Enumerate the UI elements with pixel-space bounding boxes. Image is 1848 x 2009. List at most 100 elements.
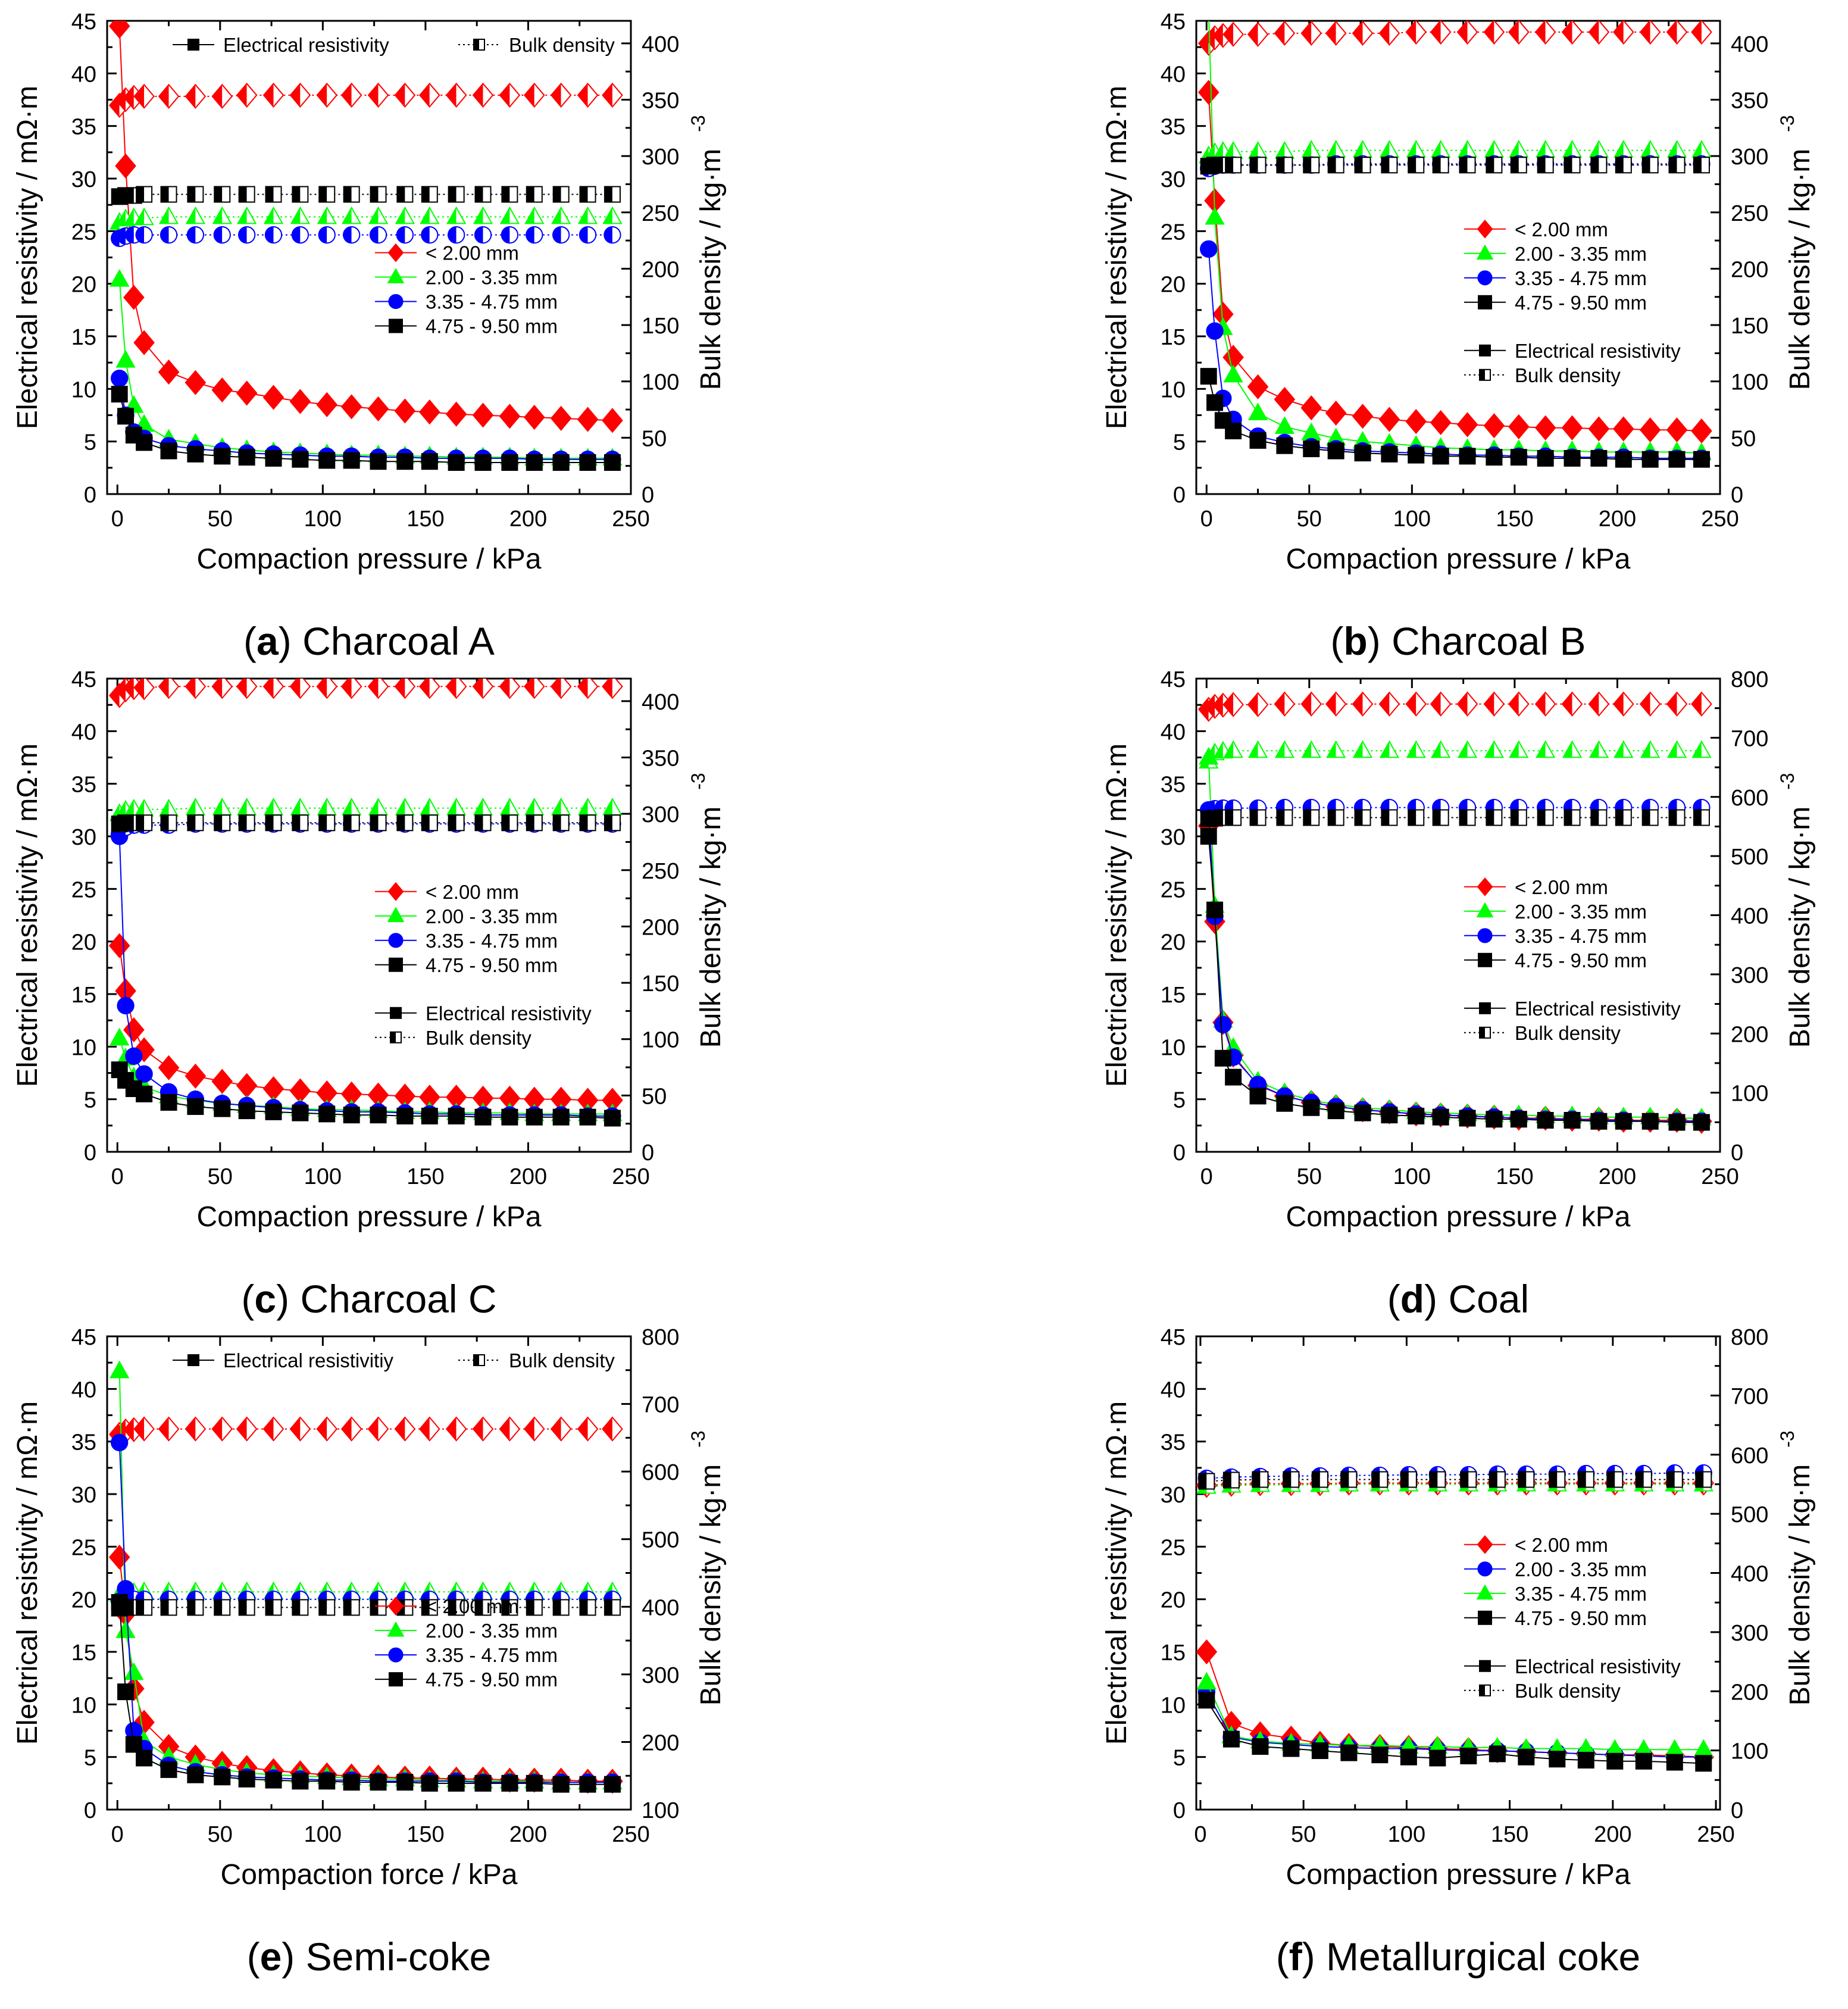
resistivity-point <box>1225 423 1242 439</box>
y-tick-label: 15 <box>1161 1641 1186 1666</box>
density-point <box>158 679 180 699</box>
y-tick-label: 35 <box>1161 115 1186 140</box>
y2-tick-label: 300 <box>1731 963 1768 988</box>
resistivity-point <box>1247 374 1269 399</box>
resistivity-point <box>1325 400 1347 426</box>
resistivity-point <box>1381 1107 1398 1124</box>
x-tick-label: 50 <box>1291 1822 1316 1847</box>
density-point <box>262 82 284 108</box>
density-point <box>291 226 309 244</box>
resistivity-point <box>1606 1752 1624 1770</box>
y2-tick-label: 600 <box>1731 786 1768 811</box>
density-point <box>474 814 492 832</box>
density-point <box>185 1416 207 1442</box>
y2-tick-label: 0 <box>642 1141 654 1166</box>
y2-tick-label: 300 <box>642 1663 679 1688</box>
panel-caption: (d) Coal <box>1387 1277 1529 1321</box>
density-point <box>187 186 204 203</box>
resistivity-point <box>1225 1068 1242 1086</box>
y2-tick-label: 200 <box>1731 1022 1768 1047</box>
density-point <box>318 186 336 203</box>
density-point <box>264 226 283 244</box>
density-point <box>448 1599 465 1616</box>
size-legend-label: 4.75 - 9.50 mm <box>426 1669 558 1691</box>
series-group <box>108 21 623 471</box>
y-tick-label: 15 <box>1161 325 1186 350</box>
density-point <box>1408 157 1425 174</box>
density-point <box>133 1416 155 1442</box>
density-point <box>1352 691 1374 717</box>
resistivity-point <box>1206 322 1224 340</box>
density-point <box>211 679 233 699</box>
x-tick-label: 200 <box>1599 507 1636 532</box>
density-point <box>1484 740 1505 758</box>
density-point <box>343 814 360 832</box>
resistivity-point <box>1534 415 1556 440</box>
resistivity-point <box>1588 416 1610 442</box>
resistivity-point <box>474 1108 492 1126</box>
x-tick-label: 150 <box>1491 1822 1528 1847</box>
resistivity-point <box>1693 451 1710 468</box>
y-tick-label: 45 <box>71 667 96 692</box>
density-point <box>1612 691 1634 717</box>
resistivity-line <box>1208 92 1702 432</box>
density-point <box>523 679 545 699</box>
resistivity-point <box>1274 416 1295 434</box>
density-point <box>418 1416 440 1442</box>
y2-tick-label: 0 <box>642 483 654 508</box>
y2-axis-label-superscript: -3 <box>687 1430 709 1447</box>
x-axis-label: Compaction pressure / kPa <box>197 1201 542 1233</box>
density-point <box>343 186 360 203</box>
density-point <box>577 679 599 699</box>
y2-axis-label: Bulk density / kg·m <box>1784 807 1816 1048</box>
type-legend-label: Bulk density <box>426 1027 531 1049</box>
y-axis-label: Electrical resistivity / mΩ·m <box>12 1401 43 1745</box>
type-legend: Electrical resistivity Bulk density <box>1464 1655 1681 1702</box>
density-point <box>1691 140 1712 158</box>
y2-tick-label: 600 <box>642 1460 679 1485</box>
y2-tick-label: 50 <box>642 426 667 451</box>
resistivity-line <box>118 1557 612 1782</box>
density-point <box>1564 809 1581 826</box>
resistivity-line <box>118 378 612 460</box>
density-point <box>238 226 256 244</box>
caption-paren-close: ) <box>1302 1935 1326 1979</box>
resistivity-point <box>1489 1745 1506 1763</box>
density-point <box>1537 157 1554 174</box>
resistivity-point <box>501 454 518 471</box>
resistivity-point <box>1564 449 1581 467</box>
density-point <box>1301 140 1321 158</box>
density-point <box>1249 157 1267 174</box>
resistivity-point <box>115 1620 136 1638</box>
resistivity-point <box>214 1100 231 1117</box>
resistivity-point <box>187 1098 204 1116</box>
density-point <box>552 1599 570 1616</box>
density-point <box>1549 1471 1566 1488</box>
density-point <box>1326 740 1346 758</box>
density-point <box>1327 809 1344 826</box>
type-legend: Electrical resistivity Bulk density <box>173 34 615 56</box>
resistivity-point <box>370 1107 387 1124</box>
y-tick-label: 45 <box>71 10 96 35</box>
legend-marker <box>1476 902 1494 918</box>
size-legend-label: 3.35 - 4.75 mm <box>1515 1583 1647 1605</box>
resistivity-point <box>160 442 177 460</box>
density-point <box>133 679 155 701</box>
caption-name: Coal <box>1448 1277 1529 1321</box>
series-4 <box>1198 1471 1712 1772</box>
resistivity-point <box>448 1774 465 1792</box>
y-tick-label: 40 <box>71 1377 96 1402</box>
density-point <box>472 1416 494 1442</box>
resistivity-point <box>1508 414 1530 439</box>
density-point <box>1283 1471 1300 1488</box>
x-tick-label: 150 <box>407 507 444 532</box>
resistivity-point <box>523 404 545 430</box>
density-point <box>1486 809 1503 826</box>
density-point <box>1325 691 1347 717</box>
resistivity-point <box>1641 451 1659 468</box>
density-point <box>316 679 338 699</box>
density-point <box>551 206 571 224</box>
y2-tick-label: 250 <box>642 201 679 226</box>
density-point <box>1303 157 1320 174</box>
y2-tick-label: 400 <box>1731 904 1768 929</box>
